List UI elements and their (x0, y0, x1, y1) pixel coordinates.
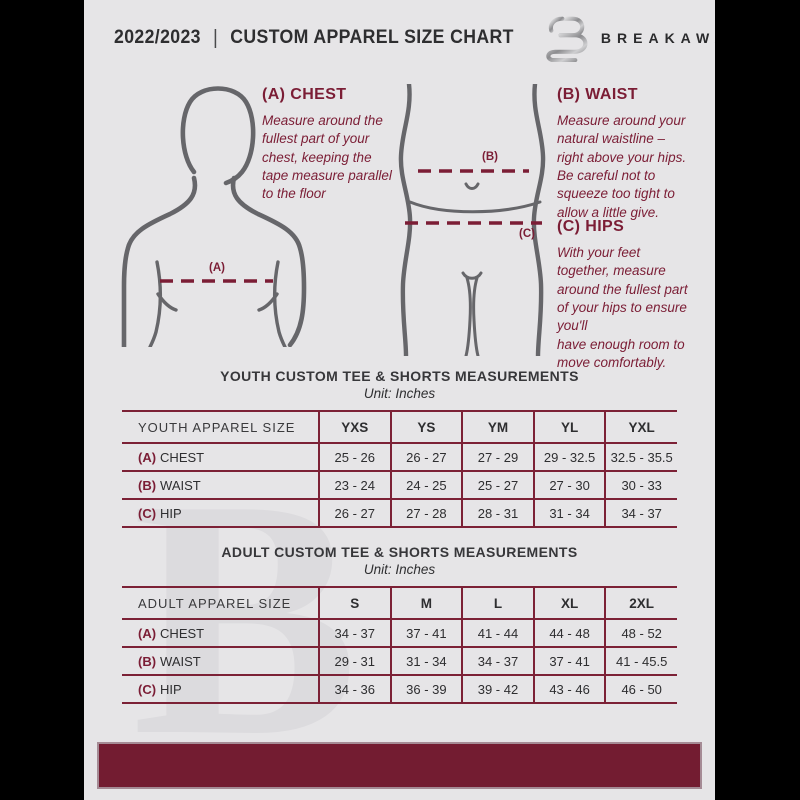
page-header: 2022/2023 | CUSTOM APPAREL SIZE CHART (84, 0, 715, 76)
cell-value: 41 - 44 (461, 619, 534, 647)
cell-value: 25 - 26 (318, 443, 391, 471)
row-key: (A) (138, 625, 157, 641)
size-col-header: XL (532, 587, 606, 619)
cell-value: 34 - 36 (318, 675, 391, 703)
cell-value: 24 - 25 (389, 471, 463, 499)
adult-unit-label: Unit: Inches (363, 562, 436, 577)
title-label: CUSTOM APPAREL SIZE CHART (230, 27, 514, 48)
row-key: (B) (138, 477, 157, 493)
cell-value: 26 - 27 (318, 499, 391, 527)
cell-value: 28 - 31 (461, 499, 534, 527)
row-name: WAIST (160, 653, 201, 669)
table-row: (A) CHEST 25 - 26 26 - 27 27 - 29 29 - 32… (122, 443, 677, 471)
size-col-header: 2XL (604, 587, 677, 619)
size-col-header: YL (532, 411, 606, 443)
cell-value: 26 - 27 (389, 443, 463, 471)
cell-value: 43 - 46 (532, 675, 606, 703)
table-row: (C) HIP 26 - 27 27 - 28 28 - 31 31 - 34 3… (122, 499, 677, 527)
size-col-header: YXS (318, 411, 391, 443)
table-row: (B) WAIST 29 - 31 31 - 34 34 - 37 37 - 41… (122, 647, 677, 675)
size-col-header: S (318, 587, 391, 619)
cell-value: 46 - 50 (604, 675, 677, 703)
chest-marker: (A) (209, 262, 225, 274)
youth-unit-label: Unit: Inches (363, 386, 436, 401)
row-key: (A) (138, 449, 157, 465)
row-key: (C) (138, 681, 157, 697)
size-col-header: YM (461, 411, 534, 443)
brand-block: BREAKAWAY (544, 14, 715, 62)
adult-size-header: ADULT APPAREL SIZE (138, 595, 292, 611)
youth-section-title: YOUTH CUSTOM TEE & SHORTS MEASUREMENTS (220, 368, 579, 384)
youth-header-row: YOUTH APPAREL SIZE YXS YS YM YL YXL (122, 411, 677, 443)
hips-heading: (C) HIPS (557, 218, 625, 235)
cell-value: 36 - 39 (389, 675, 463, 703)
cell-value: 27 - 29 (461, 443, 534, 471)
waist-instructions: Measure around your natural waistline – … (557, 113, 687, 220)
youth-size-header: YOUTH APPAREL SIZE (138, 419, 296, 435)
row-label: (B) WAIST (122, 471, 319, 499)
size-chart-page: B 2022/2023 | CUSTOM APPAREL SIZE CHART (84, 0, 715, 800)
cell-value: 30 - 33 (604, 471, 677, 499)
hips-instructions: With your feet together, measure around … (557, 245, 688, 371)
cell-value: 34 - 37 (461, 647, 534, 675)
table-row: (C) HIP 34 - 36 36 - 39 39 - 42 43 - 46 4… (122, 675, 677, 703)
waist-guide: (B) WAIST Measure around your natural wa… (557, 86, 715, 222)
brand-name: BREAKAWAY (600, 30, 715, 46)
breakaway-b-logo-icon (544, 14, 590, 62)
youth-size-table: YOUTH APPAREL SIZE YXS YS YM YL YXL (A) C… (122, 410, 677, 528)
waist-marker: (B) (482, 151, 498, 163)
cell-value: 44 - 48 (532, 619, 606, 647)
row-label: (A) CHEST (122, 443, 319, 471)
size-col-header: YXL (604, 411, 677, 443)
waist-heading: (B) WAIST (557, 86, 638, 103)
row-label: (C) HIP (122, 675, 319, 703)
cell-value: 27 - 28 (389, 499, 463, 527)
row-label: (A) CHEST (122, 619, 319, 647)
cell-value: 37 - 41 (389, 619, 463, 647)
row-name: CHEST (160, 449, 205, 465)
cell-value: 41 - 45.5 (604, 647, 677, 675)
cell-value: 34 - 37 (604, 499, 677, 527)
row-name: WAIST (160, 477, 201, 493)
chest-instructions: Measure around the fullest part of your … (262, 113, 392, 202)
row-name: HIP (160, 505, 182, 521)
cell-value: 48 - 52 (604, 619, 677, 647)
cell-value: 29 - 31 (318, 647, 391, 675)
cell-value: 31 - 34 (389, 647, 463, 675)
cell-value: 39 - 42 (461, 675, 534, 703)
torso-diagram (118, 82, 310, 347)
cell-value: 34 - 37 (318, 619, 391, 647)
page-title: 2022/2023 | CUSTOM APPAREL SIZE CHART (114, 27, 514, 50)
adult-header-row: ADULT APPAREL SIZE S M L XL 2XL (122, 587, 677, 619)
cell-value: 37 - 41 (532, 647, 606, 675)
table-row: (B) WAIST 23 - 24 24 - 25 25 - 27 27 - 30… (122, 471, 677, 499)
row-name: HIP (160, 681, 182, 697)
footer-bar (97, 742, 702, 789)
chest-heading: (A) CHEST (262, 86, 347, 103)
cell-value: 29 - 32.5 (532, 443, 606, 471)
hips-marker: (C) (519, 228, 535, 240)
size-col-header: L (461, 587, 534, 619)
title-divider: | (212, 26, 219, 49)
cell-value: 23 - 24 (318, 471, 391, 499)
table-row: (A) CHEST 34 - 37 37 - 41 41 - 44 44 - 48… (122, 619, 677, 647)
size-col-header: M (389, 587, 463, 619)
adult-section-title: ADULT CUSTOM TEE & SHORTS MEASUREMENTS (221, 544, 578, 560)
row-label: (C) HIP (122, 499, 319, 527)
lower-body-diagram (397, 84, 547, 356)
row-key: (C) (138, 505, 157, 521)
row-label: (B) WAIST (122, 647, 319, 675)
season-label: 2022/2023 (114, 27, 201, 48)
cell-value: 32.5 - 35.5 (604, 443, 677, 471)
row-name: CHEST (160, 625, 205, 641)
cell-value: 25 - 27 (461, 471, 534, 499)
row-key: (B) (138, 653, 157, 669)
chest-guide: (A) CHEST Measure around the fullest par… (262, 86, 434, 204)
cell-value: 31 - 34 (532, 499, 606, 527)
hips-guide: (C) HIPS With your feet together, measur… (557, 218, 715, 373)
size-col-header: YS (389, 411, 463, 443)
adult-size-table: ADULT APPAREL SIZE S M L XL 2XL (A) CHEST… (122, 586, 677, 704)
cell-value: 27 - 30 (532, 471, 606, 499)
